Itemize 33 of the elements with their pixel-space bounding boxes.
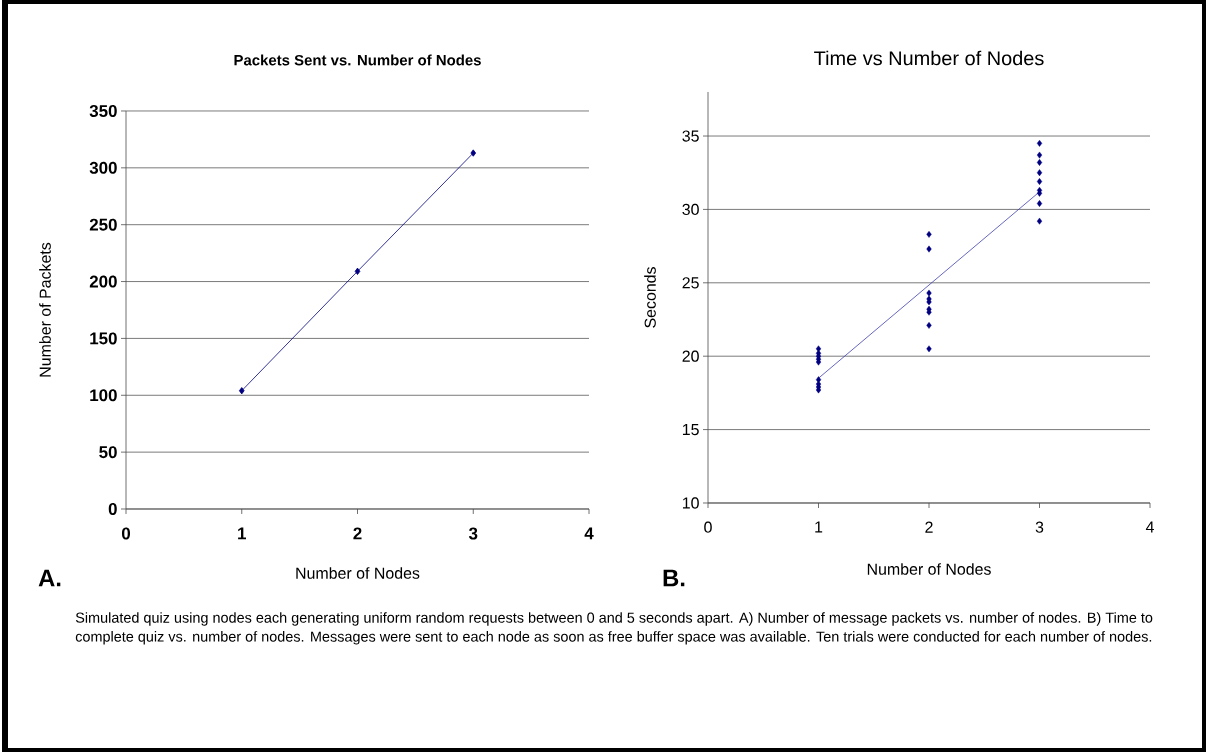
x-axis-title: Number of Nodes: [867, 563, 991, 575]
x-tick-label: 2: [925, 521, 933, 533]
x-tick-label: 1: [238, 527, 246, 540]
y-tick-label: 25: [682, 277, 699, 289]
chart-title: Packets Sent vs. Number of Nodes: [234, 54, 481, 66]
chart-title: Time vs Number of Nodes: [814, 50, 1044, 66]
y-tick-label: 10: [682, 497, 699, 509]
y-tick-label: 200: [89, 275, 117, 288]
y-axis-title: Number of Packets: [39, 242, 51, 377]
y-tick-label: 350: [89, 104, 117, 117]
x-tick-label: 1: [815, 521, 823, 533]
y-tick-label: 35: [682, 130, 699, 142]
y-tick-label: 150: [90, 332, 117, 345]
y-tick-label: 0: [108, 502, 117, 515]
x-tick-label: 0: [704, 521, 712, 533]
x-tick-label: 4: [584, 527, 594, 540]
x-axis-title: Number of Nodes: [296, 567, 420, 579]
text: B.: [663, 569, 685, 587]
x-tick-label: 3: [1035, 521, 1044, 533]
x-tick-label: 3: [468, 527, 478, 540]
y-axis-title: Seconds: [644, 267, 656, 328]
y-tick-label: 100: [90, 389, 117, 402]
x-tick-label: 0: [121, 527, 131, 540]
y-tick-label: 250: [89, 218, 117, 231]
y-tick-label: 300: [89, 161, 117, 174]
text: A.: [38, 569, 61, 587]
y-tick-label: 15: [682, 424, 699, 436]
x-tick-label: 2: [353, 527, 362, 540]
x-tick-label: 4: [1145, 521, 1154, 533]
y-tick-label: 20: [682, 350, 699, 362]
y-tick-label: 30: [682, 203, 699, 216]
y-tick-label: 50: [99, 446, 117, 459]
text: Simulated quiz using nodes each generating uniform random requests between 0 and 5 seconds apart. A) Number of message packets vs. number of nodes. B) Time to complete quiz vs. number of nodes. Messages were sent to each node as soon as free buffer space was available. Ten trials were conducted for each number of nodes.: [75, 612, 1153, 645]
